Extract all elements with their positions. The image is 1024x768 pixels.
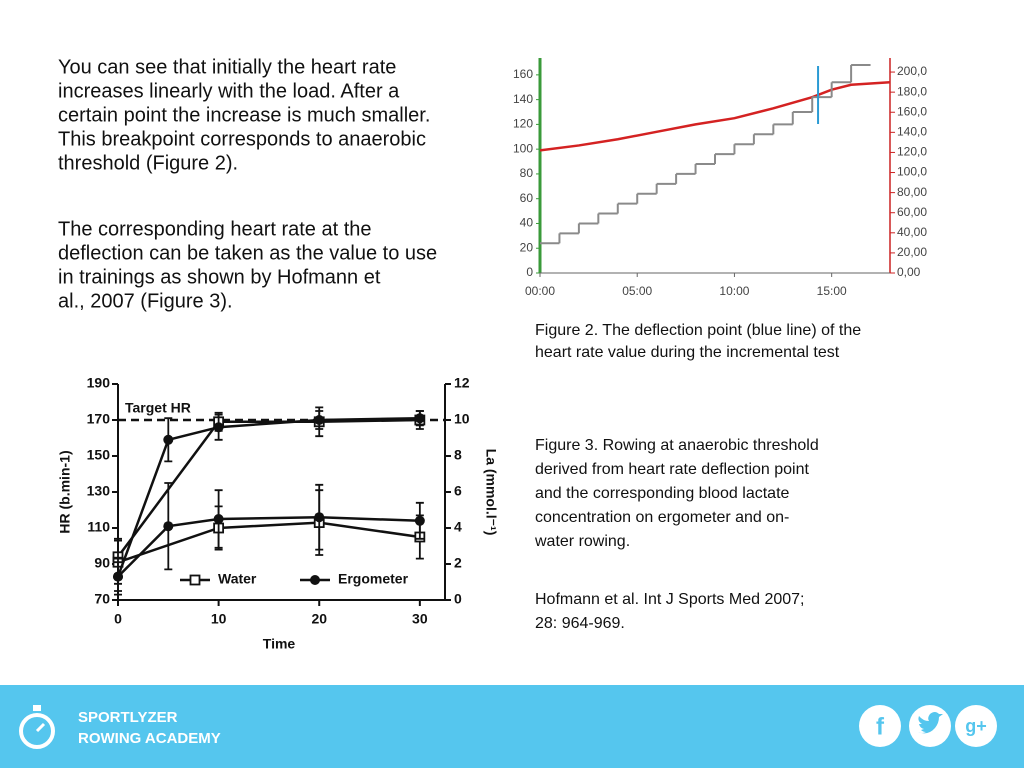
y-tick-label: 90 <box>94 555 110 571</box>
y2-tick-label: 120,0 <box>897 145 927 159</box>
logo <box>19 705 55 749</box>
marker <box>314 512 325 523</box>
paragraph-line: certain point the increase is much small… <box>58 104 430 126</box>
legend-label: Ergometer <box>338 571 409 587</box>
y2-tick-label: 80,00 <box>897 185 927 199</box>
y-tick-label: 140 <box>513 92 533 106</box>
heart-rate-line <box>540 81 891 152</box>
y-tick-label: 160 <box>513 67 533 81</box>
caption-line: derived from heart rate deflection point <box>535 461 809 478</box>
y2-tick-label: 12 <box>454 375 470 391</box>
y2-tick-label: 10 <box>454 411 470 427</box>
marker <box>163 434 174 445</box>
paragraph-line: threshold (Figure 2). <box>58 152 238 174</box>
y-tick-label: 60 <box>520 191 534 205</box>
paragraph-line: al., 2007 (Figure 3). <box>58 290 233 312</box>
legend-label: Water <box>218 571 257 587</box>
paragraph-line: This breakpoint corresponds to anaerobic <box>58 128 426 150</box>
y2-tick-label: 4 <box>454 519 462 535</box>
marker <box>213 514 224 524</box>
caption-line: Figure 2. The deflection point (blue lin… <box>535 322 861 339</box>
marker <box>213 422 224 433</box>
marker <box>113 571 123 582</box>
x-tick-label: 30 <box>412 611 428 627</box>
marker <box>414 413 425 424</box>
google-icon[interactable]: g+ <box>965 716 987 736</box>
plot <box>540 63 891 245</box>
paragraph-line: You can see that initially the heart rat… <box>58 56 396 78</box>
marker <box>314 415 325 425</box>
twitter-icon[interactable] <box>918 712 943 734</box>
legend-marker <box>310 575 320 585</box>
y-tick-label: 190 <box>87 375 111 391</box>
y2-tick-label: 2 <box>454 555 462 571</box>
y-tick-label: 0 <box>526 265 533 279</box>
caption-line: heart rate value during the incremental … <box>535 344 840 361</box>
y2-tick-label: 20,00 <box>897 245 927 259</box>
x-tick-label: 10:00 <box>719 284 749 298</box>
reference-line: 28: 964-969. <box>535 615 625 632</box>
x-tick-label: 10 <box>211 611 227 627</box>
y2-tick-label: 140,0 <box>897 125 927 139</box>
paragraph-line: increases linearly with the load. After … <box>58 80 400 102</box>
footer-line1: SPORTLYZER <box>78 709 178 726</box>
caption-line: Figure 3. Rowing at anaerobic threshold <box>535 437 819 454</box>
y2-tick-label: 6 <box>454 483 462 499</box>
facebook-icon[interactable]: f <box>876 713 885 740</box>
y2-tick-label: 160,0 <box>897 104 927 118</box>
y-tick-label: 110 <box>87 519 110 535</box>
footer-line2: ROWING ACADEMY <box>78 730 221 747</box>
y2-tick-label: 200,0 <box>897 64 927 78</box>
paragraph-line: The corresponding heart rate at the <box>58 218 372 240</box>
y2-axis-label: La (mmol.l⁻¹) <box>483 449 499 536</box>
y2-tick-label: 8 <box>454 447 462 463</box>
target-label: Target HR <box>125 400 191 416</box>
marker <box>414 515 425 526</box>
y2-tick-label: 0 <box>454 591 462 607</box>
y2-tick-label: 40,00 <box>897 225 927 239</box>
facebook-button[interactable] <box>859 705 901 747</box>
footer-band <box>0 685 1024 768</box>
paragraph-line: deflection can be taken as the value to … <box>58 242 437 264</box>
y2-tick-label: 180,0 <box>897 84 927 98</box>
x-tick-label: 0 <box>114 611 122 627</box>
y-tick-label: 40 <box>520 216 534 230</box>
x-tick-label: 00:00 <box>525 284 555 298</box>
caption-line: and the corresponding blood lactate <box>535 485 790 502</box>
marker <box>163 521 174 532</box>
caption-line: water rowing. <box>534 533 630 550</box>
x-tick-label: 05:00 <box>622 284 652 298</box>
y2-tick-label: 60,00 <box>897 205 927 219</box>
y-tick-label: 170 <box>87 411 111 427</box>
y2-tick-label: 100,0 <box>897 165 927 179</box>
y-axis-label: HR (b.min-1) <box>57 450 73 533</box>
paragraph-line: in trainings as shown by Hofmann et <box>58 266 381 288</box>
y-tick-label: 130 <box>87 483 111 499</box>
y-tick-label: 150 <box>87 447 111 463</box>
reference-line: Hofmann et al. Int J Sports Med 2007; <box>535 591 804 608</box>
la-line <box>117 521 421 564</box>
x-axis-label: Time <box>263 636 296 652</box>
y-tick-label: 100 <box>513 141 533 155</box>
x-tick-label: 15:00 <box>817 284 847 298</box>
y-tick-label: 80 <box>520 166 534 180</box>
y2-tick-label: 0,00 <box>897 265 921 279</box>
y-tick-label: 120 <box>513 117 533 131</box>
y-tick-label: 70 <box>94 591 110 607</box>
legend-marker <box>189 574 201 586</box>
x-tick-label: 20 <box>311 611 327 627</box>
hr-line <box>116 418 420 558</box>
caption-line: concentration on ergometer and on- <box>535 509 789 526</box>
y-tick-label: 20 <box>520 240 534 254</box>
google-button[interactable] <box>955 705 997 747</box>
